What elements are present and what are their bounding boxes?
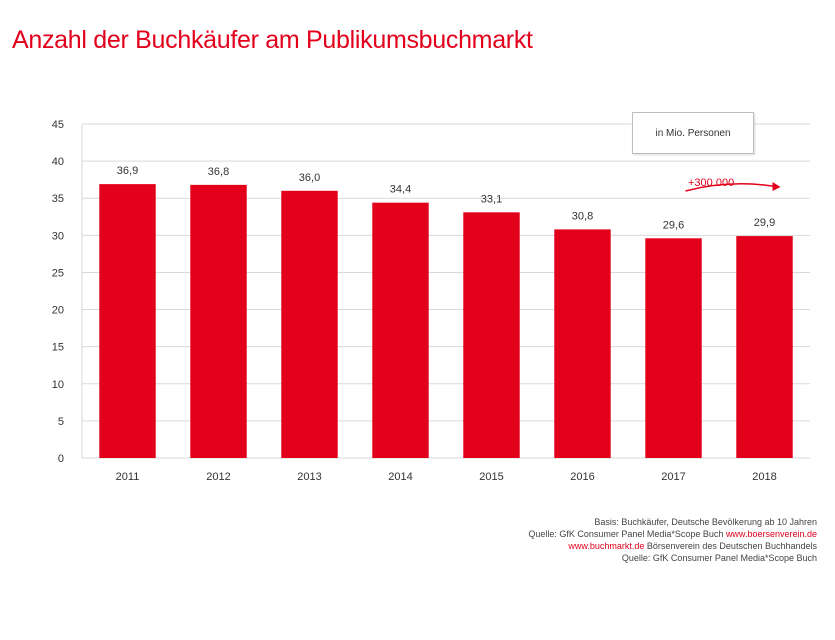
trend-arrow-head: [772, 182, 781, 191]
source-link-2[interactable]: www.buchmarkt.de: [568, 541, 645, 551]
source-line-1: Basis: Buchkäufer, Deutsche Bevölkerung …: [594, 517, 817, 527]
source-line-2: Quelle: GfK Consumer Panel Media*Scope B…: [437, 528, 817, 540]
data-label-2013: 36,0: [299, 172, 320, 184]
x-tick-label-2014: 2014: [388, 471, 412, 483]
y-tick-label: 40: [52, 156, 64, 168]
data-label-2011: 36,9: [117, 165, 138, 177]
data-label-2012: 36,8: [208, 166, 229, 178]
x-tick-label-2011: 2011: [116, 471, 140, 483]
y-tick-label: 0: [58, 453, 64, 465]
data-labels: 36,9 36,8 36,0 34,4 33,1 30,8 29,6 29,9: [117, 165, 775, 231]
x-tick-label-2016: 2016: [570, 471, 594, 483]
bar-2011: [99, 184, 156, 458]
source-line-3-text: Börsenverein des Deutschen Buchhandels: [646, 541, 817, 551]
change-annotation: +300.000: [688, 177, 735, 189]
x-tick-label-2018: 2018: [752, 471, 776, 483]
y-tick-label: 10: [52, 379, 64, 391]
bar-2014: [372, 202, 429, 458]
y-tick-label: 15: [52, 342, 64, 354]
trend-arrow-line: [685, 183, 779, 192]
y-tick-label: 20: [52, 305, 64, 317]
data-label-2015: 33,1: [481, 193, 502, 205]
source-line-3: www.buchmarkt.de Börsenverein des Deutsc…: [437, 540, 817, 552]
x-tick-label-2015: 2015: [479, 471, 503, 483]
y-tick-label: 45: [52, 119, 64, 131]
bar-2012: [190, 184, 247, 458]
y-tick-label: 5: [58, 416, 64, 428]
y-axis-ticks: 0 5 10 15 20 25 30 35 40 45: [52, 119, 64, 465]
bar-2016: [554, 229, 611, 458]
trend-arrow: [685, 182, 781, 192]
bar-chart: 36,9 36,8 36,0 34,4 33,1 30,8 29,6 29,9 0 5 10 15 2…: [52, 119, 810, 483]
x-tick-label-2017: 2017: [661, 471, 685, 483]
y-tick-label: 30: [52, 230, 64, 242]
source-line-4: Quelle: GfK Consumer Panel Media*Scope B…: [621, 553, 817, 563]
bar-2015: [463, 212, 520, 458]
source-link-1[interactable]: www.boersenverein.de: [725, 529, 817, 539]
x-axis-ticks: 2011 2012 2013 2014 2015 2016 2017 2018: [116, 471, 777, 483]
bar-2018: [736, 236, 793, 458]
bar-2013: [281, 190, 338, 459]
chart-title: Anzahl der Buchkäufer am Publikumsbuchma…: [12, 26, 533, 54]
y-tick-label: 35: [52, 193, 64, 205]
source-note: Basis: Buchkäufer, Deutsche Bevölkerung …: [437, 516, 817, 564]
x-tick-label-2012: 2012: [206, 471, 230, 483]
legend-label: in Mio. Personen: [655, 127, 731, 139]
bars: [99, 184, 793, 459]
data-label-2018: 29,9: [754, 217, 775, 229]
data-label-2017: 29,6: [663, 219, 684, 231]
legend-box: in Mio. Personen: [632, 112, 754, 154]
bar-2017: [645, 238, 702, 458]
data-label-2016: 30,8: [572, 210, 593, 222]
x-tick-label-2013: 2013: [297, 471, 321, 483]
y-tick-label: 25: [52, 267, 64, 279]
source-line-2-text: Quelle: GfK Consumer Panel Media*Scope B…: [528, 529, 724, 539]
data-label-2014: 34,4: [390, 184, 411, 196]
